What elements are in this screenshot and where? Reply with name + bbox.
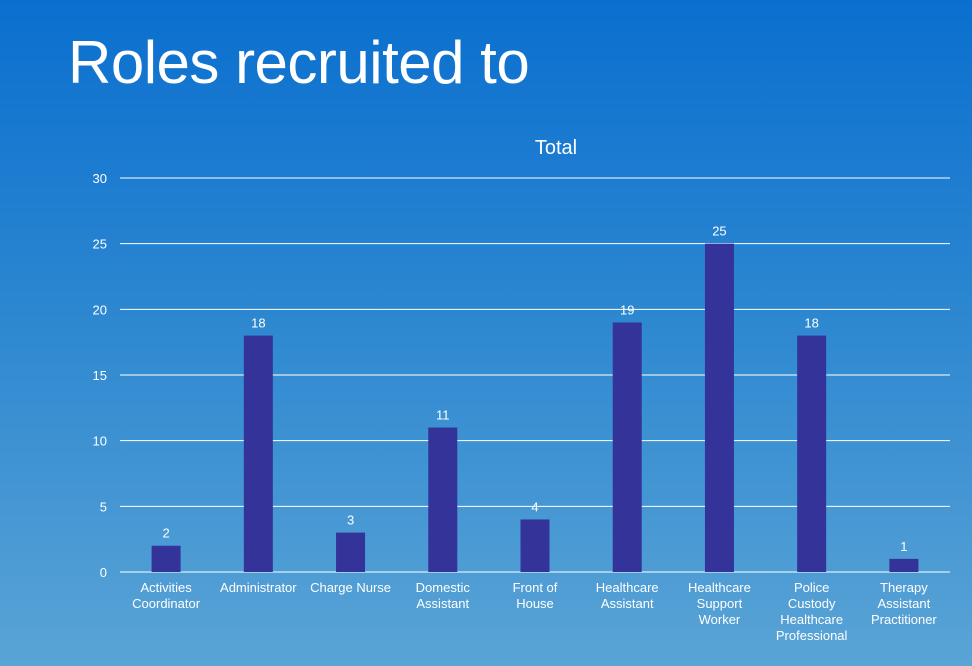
y-tick-label: 15 [93, 368, 107, 383]
data-label: 18 [251, 316, 265, 331]
data-labels: 2 18 3 11 4 19 25 18 1 [162, 224, 907, 554]
x-tick-label: Front of House [513, 580, 558, 611]
x-tick-label: Healthcare Support Worker [688, 580, 751, 627]
bar [520, 519, 550, 572]
data-label: 3 [347, 513, 354, 528]
x-axis-ticks: Activities Coordinator Administrator Charge… [132, 580, 937, 643]
data-label: 19 [620, 302, 634, 317]
y-tick-label: 0 [100, 565, 107, 580]
y-tick-label: 30 [93, 171, 107, 186]
data-label: 11 [436, 408, 450, 423]
data-label: 1 [900, 539, 907, 554]
bar [428, 427, 458, 572]
data-label: 25 [712, 224, 726, 239]
x-tick-label: Charge Nurse [310, 580, 391, 595]
x-tick-label: Therapy Assistant Practitioner [871, 580, 937, 627]
data-label: 2 [162, 526, 169, 541]
bar [336, 532, 366, 572]
y-tick-label: 10 [93, 434, 107, 449]
y-axis-ticks: 0 5 10 15 20 25 30 [93, 171, 107, 580]
bar [151, 545, 181, 572]
y-tick-label: 5 [100, 499, 107, 514]
x-tick-label: Administrator [220, 580, 297, 595]
y-tick-label: 25 [93, 237, 107, 252]
bar [704, 243, 734, 572]
x-tick-label: Activities Coordinator [132, 580, 201, 611]
slide-title: Roles recruited to [68, 29, 530, 96]
x-tick-label: Domestic Assistant [416, 580, 471, 611]
bar [612, 322, 642, 572]
bar [243, 335, 273, 572]
bar [797, 335, 827, 572]
x-tick-label: Police Custody Healthcare Professional [776, 580, 848, 643]
chart-title: Total [535, 137, 577, 159]
bars [151, 243, 919, 572]
bar [889, 558, 919, 572]
data-label: 18 [804, 316, 818, 331]
y-tick-label: 20 [93, 302, 107, 317]
data-label: 4 [531, 499, 538, 514]
x-tick-label: Healthcare Assistant [596, 580, 659, 611]
